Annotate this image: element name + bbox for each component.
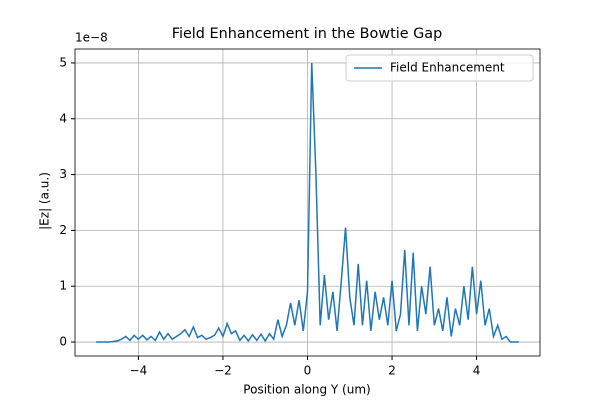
chart-title: Field Enhancement in the Bowtie Gap [172,26,443,42]
x-tick-label: 4 [473,364,481,378]
y-tick-label: 0 [59,335,67,349]
plot-frame [74,48,541,357]
data-line [96,62,519,343]
x-tick-label: 2 [388,364,396,378]
y-tick-label: 2 [59,223,67,237]
x-tick-label: 0 [304,364,312,378]
x-tick-label: −2 [214,364,232,378]
y-tick-label: 1 [59,279,67,293]
y-offset-text: 1e−8 [75,31,108,45]
y-tick-label: 4 [59,111,67,125]
y-tick-label: 3 [59,167,67,181]
x-axis-label: Position along Y (um) [243,383,370,397]
legend-label: Field Enhancement [390,61,505,75]
y-tick-label: 5 [59,55,67,69]
x-tick-label: −4 [130,364,148,378]
y-axis-label: |Ez| (a.u.) [38,172,52,230]
legend-box [345,54,534,82]
